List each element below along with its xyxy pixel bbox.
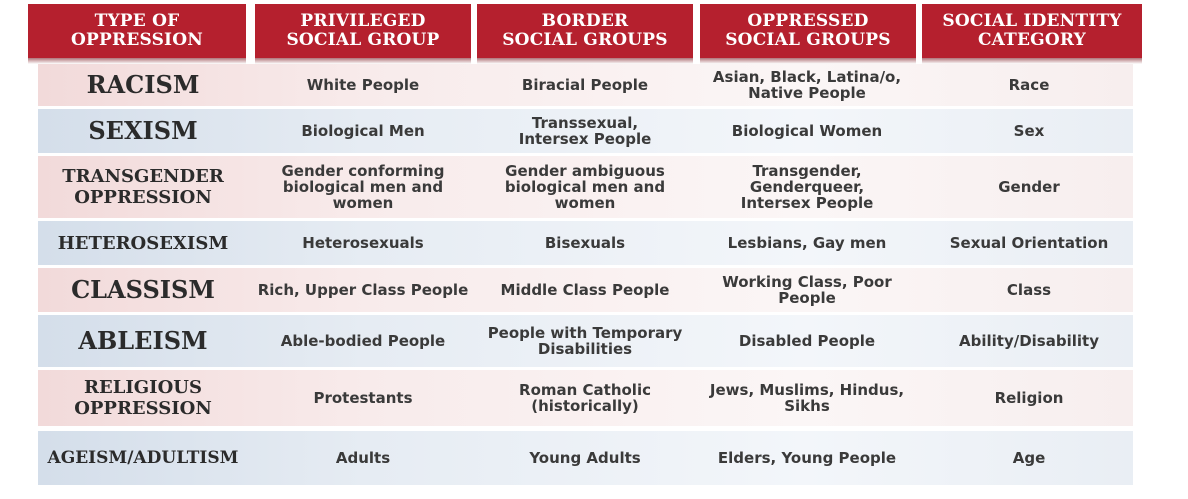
header-label: PRIVILEGED SOCIAL GROUP xyxy=(286,11,440,50)
header-type-of-oppression: TYPE OF OPPRESSION xyxy=(28,4,246,64)
border-group: Bisexuals xyxy=(544,234,626,252)
privileged-group: Heterosexuals xyxy=(302,234,424,252)
table-row-heterosexism: HETEROSEXISM Heterosexuals Bisexuals Les… xyxy=(38,221,1133,265)
identity-category: Religion xyxy=(994,389,1064,407)
border-group: Middle Class People xyxy=(500,281,670,299)
oppressed-group: Biological Women xyxy=(731,122,883,140)
table-row-transgender-oppression: TRANSGENDER OPPRESSION Gender conforming b… xyxy=(38,156,1133,218)
table-row-racism: RACISM White People Biracial People Asia… xyxy=(38,64,1133,106)
privileged-group: Gender conforming biological men and wome… xyxy=(281,162,445,212)
oppressed-group: Elders, Young People xyxy=(717,449,897,467)
identity-category: Class xyxy=(1006,281,1052,299)
oppression-type: AGEISM/ADULTISM xyxy=(47,447,239,468)
header-social-identity-category: SOCIAL IDENTITY CATEGORY xyxy=(922,4,1142,64)
identity-category: Sex xyxy=(1013,122,1045,140)
identity-category: Race xyxy=(1008,76,1050,94)
header-oppressed-social-groups: OPPRESSED SOCIAL GROUPS xyxy=(700,4,916,64)
oppression-type: ABLEISM xyxy=(78,326,208,355)
oppressed-group: Disabled People xyxy=(738,332,876,350)
oppressed-group: Lesbians, Gay men xyxy=(727,234,887,252)
oppression-type: HETEROSEXISM xyxy=(57,232,229,254)
oppressed-group: Asian, Black, Latina/o, Native People xyxy=(712,68,902,102)
privileged-group: White People xyxy=(306,76,420,94)
header-label: BORDER SOCIAL GROUPS xyxy=(502,11,668,50)
privileged-group: Rich, Upper Class People xyxy=(257,281,469,299)
border-group: People with Temporary Disabilities xyxy=(487,324,683,358)
oppression-type: SEXISM xyxy=(88,116,198,145)
privileged-group: Protestants xyxy=(313,389,413,407)
header-label: OPPRESSED SOCIAL GROUPS xyxy=(725,11,891,50)
border-group: Roman Catholic (historically) xyxy=(519,381,651,415)
oppressed-group: Transgender, Genderqueer, Intersex People xyxy=(740,162,874,212)
header-label: TYPE OF OPPRESSION xyxy=(71,11,203,50)
identity-category: Ability/Disability xyxy=(959,332,1099,350)
table-row-classism: CLASSISM Rich, Upper Class People Middle… xyxy=(38,268,1133,312)
table-row-ableism: ABLEISM Able-bodied People People with T… xyxy=(38,315,1133,367)
oppression-type: CLASSISM xyxy=(71,275,215,304)
border-group: Biracial People xyxy=(521,76,649,94)
table-row-sexism: SEXISM Biological Men Transsexual, Inters… xyxy=(38,109,1133,153)
header-border-social-groups: BORDER SOCIAL GROUPS xyxy=(477,4,693,64)
header-privileged-social-group: PRIVILEGED SOCIAL GROUP xyxy=(255,4,471,64)
table-row-ageism-adultism: AGEISM/ADULTISM Adults Young Adults Elde… xyxy=(38,431,1133,485)
oppression-type: RELIGIOUS OPPRESSION xyxy=(74,377,212,419)
border-group: Gender ambiguous biological men and women xyxy=(504,162,666,212)
border-group: Transsexual, Intersex People xyxy=(518,114,652,148)
oppressed-group: Jews, Muslims, Hindus, Sikhs xyxy=(709,381,905,415)
identity-category: Gender xyxy=(998,178,1060,196)
table-row-religious-oppression: RELIGIOUS OPPRESSION Protestants Roman Ca… xyxy=(38,370,1133,426)
oppressed-group: Working Class, Poor People xyxy=(722,273,892,307)
privileged-group: Able-bodied People xyxy=(280,332,446,350)
border-group: Young Adults xyxy=(529,449,641,467)
oppression-type: RACISM xyxy=(86,70,200,99)
identity-category: Age xyxy=(1012,449,1046,467)
oppression-type: TRANSGENDER OPPRESSION xyxy=(62,166,224,208)
header-label: SOCIAL IDENTITY CATEGORY xyxy=(942,11,1122,50)
identity-category: Sexual Orientation xyxy=(949,234,1109,252)
privileged-group: Biological Men xyxy=(301,122,425,140)
privileged-group: Adults xyxy=(335,449,391,467)
